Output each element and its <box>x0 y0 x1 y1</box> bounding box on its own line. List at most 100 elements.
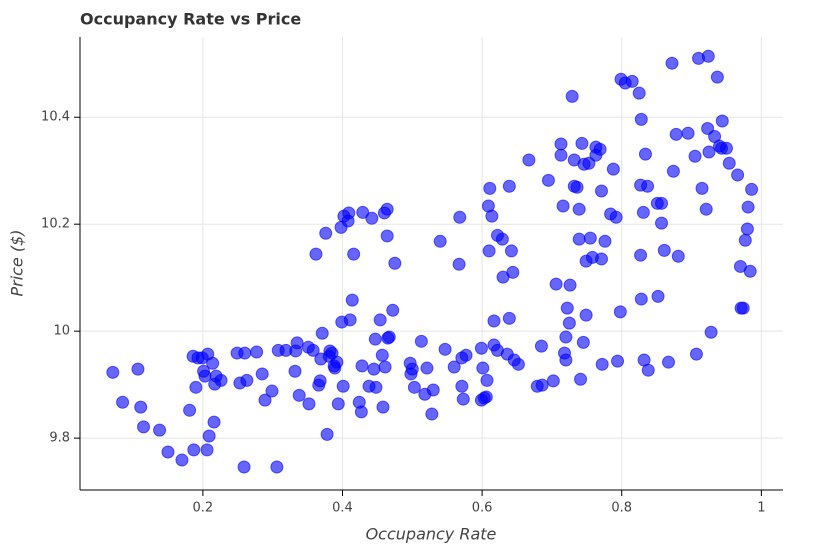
point <box>175 453 189 467</box>
point <box>634 112 648 126</box>
x-tick-label: 0.6 <box>472 501 493 516</box>
point <box>625 74 639 88</box>
point <box>202 429 216 443</box>
point <box>743 264 757 278</box>
point <box>609 210 623 224</box>
point <box>265 384 279 398</box>
point <box>459 348 473 362</box>
point <box>320 427 334 441</box>
point <box>655 216 669 230</box>
point <box>634 292 648 306</box>
point <box>570 180 584 194</box>
point <box>641 179 655 193</box>
point <box>214 373 228 387</box>
point <box>255 367 269 381</box>
point <box>554 148 568 162</box>
point <box>382 330 396 344</box>
point <box>479 390 493 404</box>
point <box>641 363 655 377</box>
point <box>502 179 516 193</box>
y-tick-label: 9.8 <box>49 431 70 446</box>
point <box>666 164 680 178</box>
point <box>613 305 627 319</box>
point <box>200 443 214 457</box>
point <box>554 137 568 151</box>
point <box>563 278 577 292</box>
y-tick-label: 10 <box>53 324 70 339</box>
point <box>433 234 447 248</box>
y-tick-label: 10.2 <box>41 217 70 232</box>
points <box>106 49 759 474</box>
point <box>330 355 344 369</box>
point <box>502 311 516 325</box>
point <box>347 247 361 261</box>
point <box>710 70 724 84</box>
point <box>373 313 387 327</box>
point <box>258 393 272 407</box>
point <box>474 341 488 355</box>
point <box>560 301 574 315</box>
point <box>740 222 754 236</box>
point <box>594 252 608 266</box>
y-axis-label: Price ($) <box>8 229 27 296</box>
point <box>331 397 345 411</box>
point <box>116 395 130 409</box>
point <box>407 380 421 394</box>
point <box>306 343 320 357</box>
point <box>386 303 400 317</box>
point <box>549 277 563 291</box>
point <box>131 362 145 376</box>
point <box>480 373 494 387</box>
point <box>414 334 428 348</box>
point <box>559 353 573 367</box>
point <box>745 182 759 196</box>
point <box>704 325 718 339</box>
point <box>565 89 579 103</box>
point <box>594 184 608 198</box>
point <box>511 357 525 371</box>
point <box>662 355 676 369</box>
point <box>575 136 589 150</box>
point <box>606 162 620 176</box>
point <box>343 313 357 327</box>
point <box>572 232 586 246</box>
point <box>719 141 733 155</box>
point <box>206 356 220 370</box>
point <box>598 234 612 248</box>
point <box>375 348 389 362</box>
point <box>632 86 646 100</box>
point <box>250 345 264 359</box>
point <box>365 211 379 225</box>
point <box>319 226 333 240</box>
point <box>681 126 695 140</box>
chart-title: Occupancy Rate vs Price <box>80 10 301 29</box>
point <box>651 289 665 303</box>
point <box>593 142 607 156</box>
point <box>183 403 197 417</box>
point <box>290 336 304 350</box>
point <box>355 359 369 373</box>
point <box>556 199 570 213</box>
point <box>189 380 203 394</box>
point <box>576 335 590 349</box>
point <box>336 379 350 393</box>
x-axis-label: Occupancy Rate <box>366 525 497 544</box>
point <box>354 405 368 419</box>
point <box>405 362 419 376</box>
point <box>302 397 316 411</box>
point <box>534 339 548 353</box>
x-tick-label: 0.4 <box>332 501 353 516</box>
point <box>671 249 685 263</box>
point <box>665 56 679 70</box>
point <box>541 173 555 187</box>
point <box>483 181 497 195</box>
x-tick-label: 0.2 <box>193 501 214 516</box>
point <box>420 361 434 375</box>
x-tick-label: 0.8 <box>611 501 632 516</box>
point <box>634 248 648 262</box>
point <box>689 347 703 361</box>
point <box>715 114 729 128</box>
point <box>559 330 573 344</box>
point <box>106 365 120 379</box>
point <box>388 256 402 270</box>
